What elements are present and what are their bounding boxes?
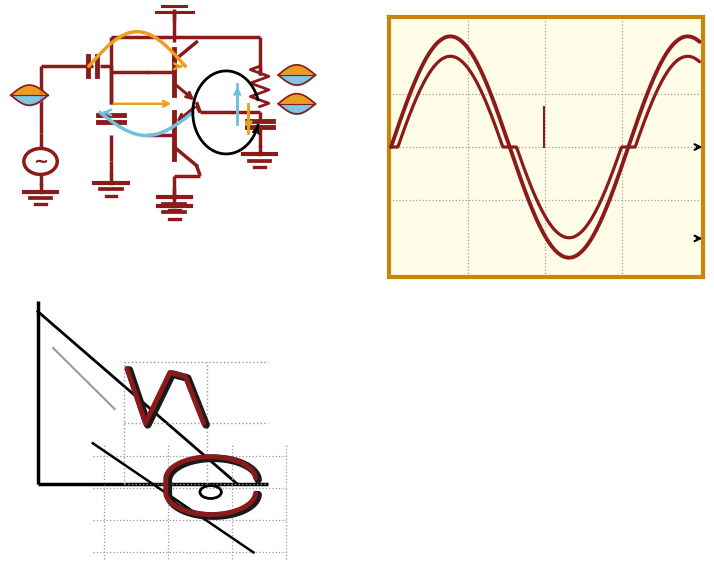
Text: ~: ~	[33, 152, 48, 171]
